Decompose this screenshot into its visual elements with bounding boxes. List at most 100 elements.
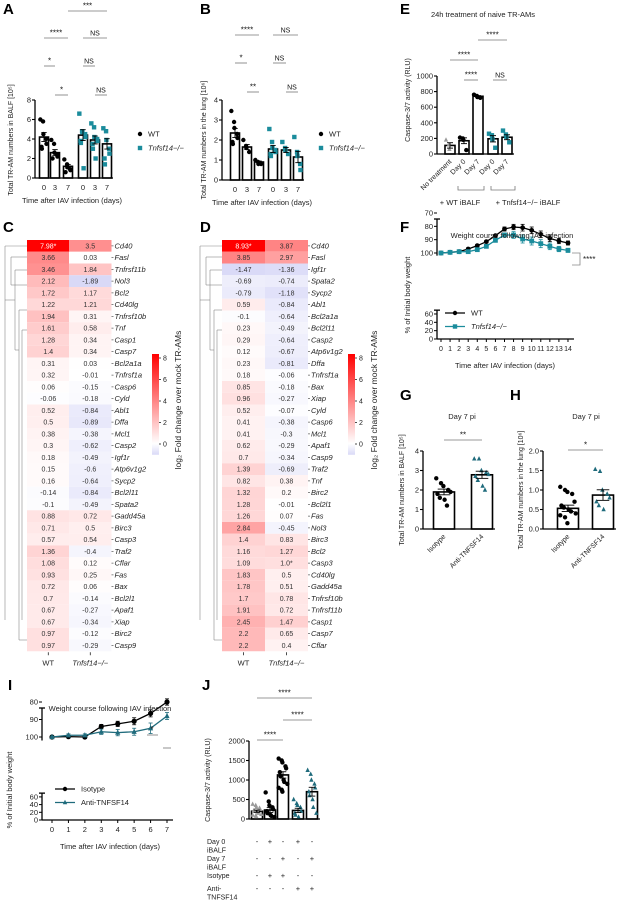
heatmap-value: -0.62	[82, 443, 98, 450]
condition-row-label: iBALF	[207, 865, 226, 872]
heatmap-value: 2.84	[237, 525, 251, 532]
heatmap-value: 1.7	[239, 596, 249, 603]
condition-sign: +	[296, 884, 301, 893]
gene-label: Fasl	[115, 253, 130, 262]
heatmap-cell	[27, 310, 70, 323]
x-tick-label: 8	[512, 346, 516, 353]
data-point	[39, 146, 45, 151]
condition-sign: -	[297, 854, 300, 863]
heatmap-value: -0.1	[42, 502, 54, 509]
data-point	[292, 134, 297, 140]
heatmap-value: 0.5	[43, 420, 53, 427]
heatmap-cell	[265, 369, 308, 381]
data-point	[68, 168, 73, 173]
heatmap-cell	[222, 263, 265, 276]
heatmap-cell	[27, 404, 70, 417]
significance-label: *	[60, 86, 63, 95]
chart-title: Weight course following IAV infection	[49, 704, 172, 713]
gene-label: Traf2	[311, 465, 329, 474]
data-point	[448, 489, 453, 495]
colorbar-tick-label: 6	[359, 377, 363, 384]
heatmap-cell	[222, 251, 265, 264]
heatmap-value: 0.96	[237, 396, 251, 403]
x-tick-label: 2	[83, 825, 87, 834]
heatmap-value: 1.91	[237, 608, 251, 615]
x-tick-label: 3	[99, 825, 103, 834]
x-tick-label: 7	[296, 185, 300, 194]
gene-label: Traf2	[115, 547, 133, 556]
heatmap-cell	[27, 298, 70, 311]
heatmap-cell	[27, 545, 70, 558]
heatmap-value: 0.03	[83, 255, 97, 262]
heatmap-value: 1.09	[237, 561, 251, 568]
data-point	[435, 491, 440, 497]
heatmap-value: 1.39	[237, 467, 251, 474]
heatmap-cell	[222, 522, 265, 534]
y-tick-label: 3	[214, 116, 218, 125]
heatmap-value: 0.31	[41, 361, 55, 368]
heatmap-value: 0.03	[83, 361, 97, 368]
heatmap-cell	[27, 616, 70, 628]
colorbar-tick-label: 2	[163, 420, 167, 427]
gene-label: Casp3	[311, 559, 334, 568]
data-point	[437, 495, 443, 500]
data-point	[434, 476, 439, 481]
heatmap-value: 0.93	[41, 572, 55, 579]
heatmap-cell	[69, 381, 112, 393]
legend-marker-square	[318, 145, 324, 151]
y-tick-label: 200	[420, 134, 433, 143]
data-point	[91, 125, 97, 130]
heatmap-cell	[27, 522, 70, 534]
heatmap-value: 0.83	[280, 537, 294, 544]
x-tick-label: Day 7	[464, 158, 482, 176]
heatmap-cell	[265, 498, 308, 511]
heatmap-cell	[222, 416, 265, 428]
data-point	[297, 161, 303, 167]
x-tick-label: Anti-TNFSF14	[570, 533, 607, 570]
heatmap-value: 3.87	[280, 243, 294, 250]
gene-label: Casp3	[115, 535, 138, 544]
data-point	[291, 796, 296, 802]
data-point	[241, 137, 246, 143]
gene-label: Bcl2	[311, 547, 326, 556]
y-axis-label: Total TR-AM numbers in BALF [10⁵]	[8, 84, 15, 195]
heatmap-value: -0.84	[82, 490, 98, 497]
gene-label: Birc3	[311, 535, 329, 544]
heatmap-cell	[265, 522, 308, 534]
colorbar-label: log₂ Fold change over mock TR-AMs	[369, 331, 379, 470]
data-point	[511, 232, 516, 238]
heatmap-value: 0.06	[41, 384, 55, 391]
data-point	[254, 804, 259, 809]
x-tick-label: 1	[448, 346, 452, 353]
x-tick-label: 13	[555, 346, 563, 353]
y-axis-label: % of Initial body weight	[5, 751, 14, 829]
heatmap-cell	[265, 451, 308, 464]
y-tick-label: 90	[30, 715, 38, 724]
heatmap-cell	[27, 416, 70, 428]
y-tick-label: 40	[30, 800, 38, 809]
condition-row-label: Day 0	[207, 839, 225, 846]
heatmap-value: 0.34	[83, 337, 97, 344]
data-point	[520, 225, 526, 231]
significance-label: NS	[281, 28, 291, 35]
heatmap-value: 1.94	[41, 314, 55, 321]
colorbar-tick-label: 0	[163, 442, 167, 449]
heatmap-value: 0.65	[280, 631, 294, 638]
data-point	[565, 520, 570, 526]
column-label: WT	[42, 658, 54, 667]
heatmap-cell	[222, 287, 265, 299]
y-tick-label: 80	[30, 698, 38, 707]
data-point	[63, 169, 68, 175]
heatmap-value: -0.06	[279, 373, 295, 380]
group-bracket	[490, 186, 516, 191]
heatmap-value: 2.97	[280, 255, 294, 262]
data-point	[92, 134, 97, 140]
heatmap-cell	[222, 275, 265, 287]
heatmap-cell	[222, 604, 265, 616]
heatmap-cell	[222, 439, 265, 452]
data-point	[486, 471, 491, 477]
data-point	[486, 131, 492, 136]
data-point	[62, 157, 67, 162]
heatmap-value: 2.12	[41, 279, 55, 286]
heatmap-value: -0.64	[279, 314, 295, 321]
